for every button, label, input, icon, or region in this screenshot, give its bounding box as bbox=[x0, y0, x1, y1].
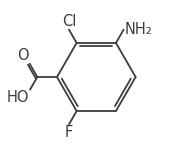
Text: NH₂: NH₂ bbox=[124, 22, 152, 37]
Text: Cl: Cl bbox=[62, 14, 76, 29]
Text: F: F bbox=[65, 125, 73, 140]
Text: O: O bbox=[17, 48, 29, 63]
Text: HO: HO bbox=[7, 90, 29, 105]
